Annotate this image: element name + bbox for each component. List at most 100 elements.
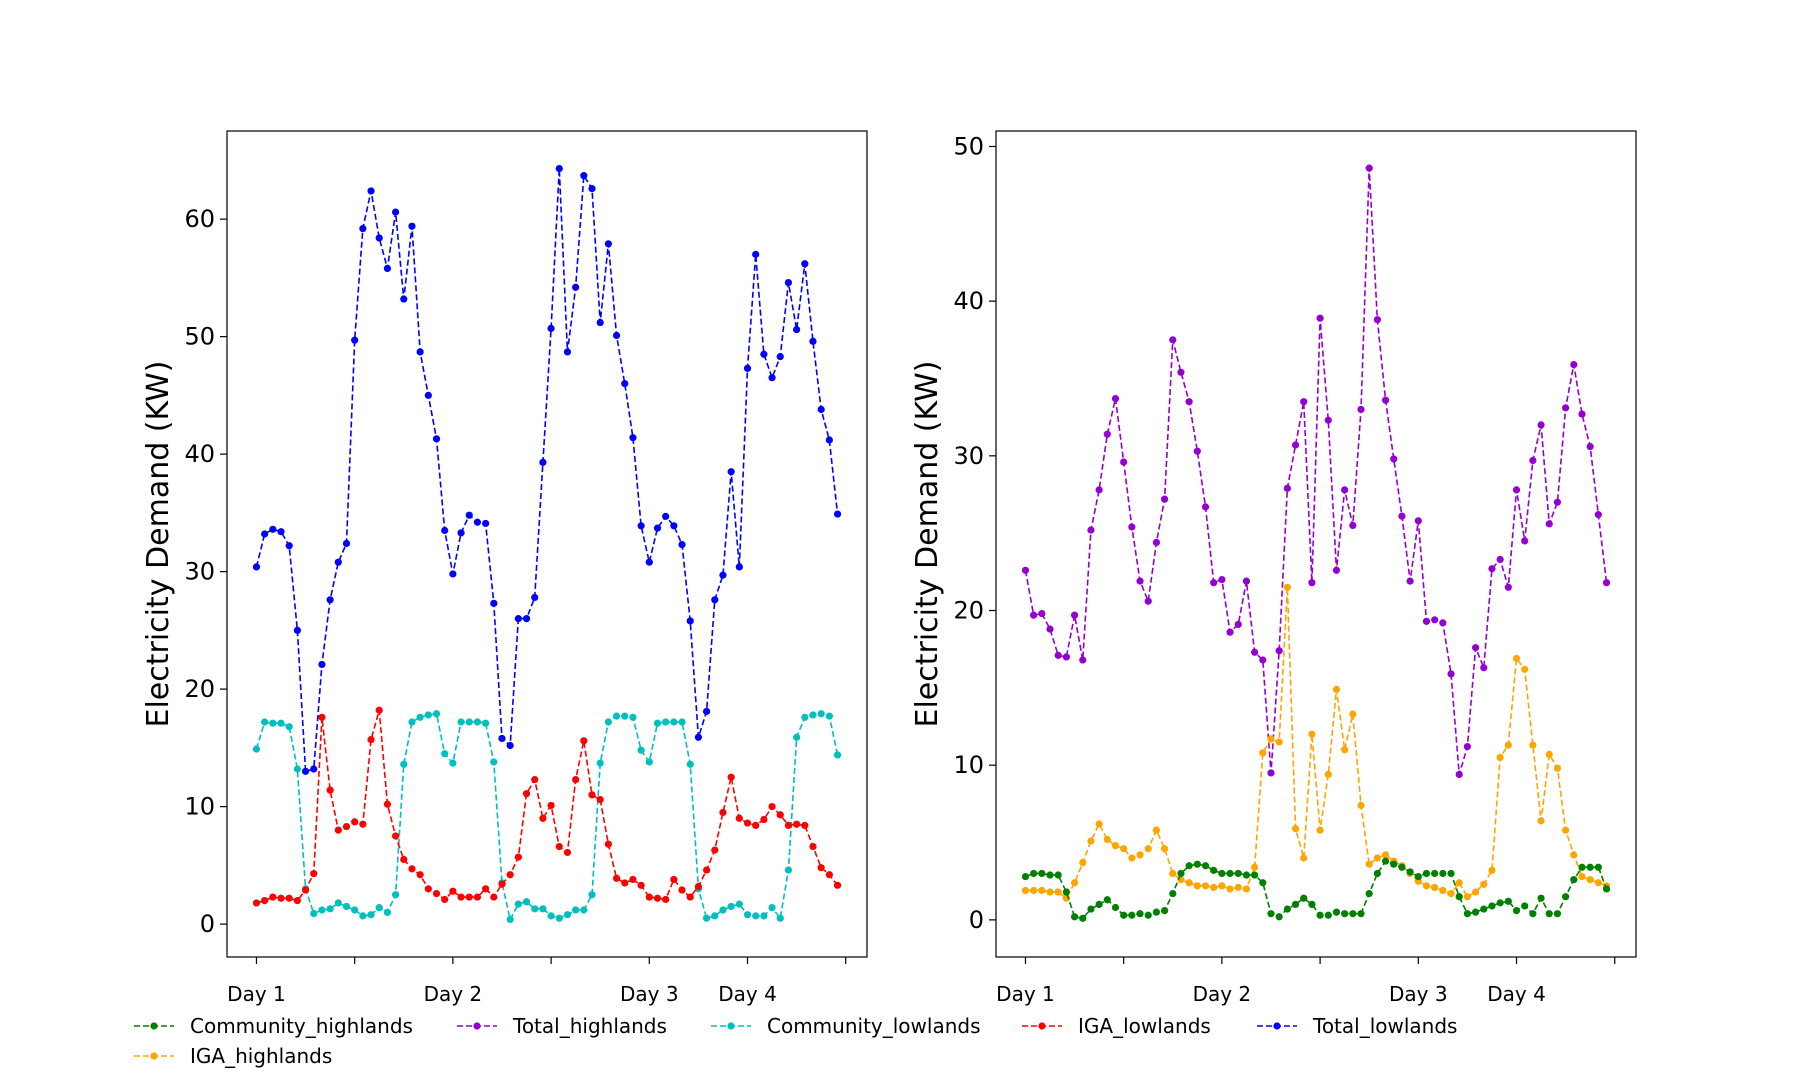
data-point: [752, 821, 760, 830]
data-point: [1054, 651, 1062, 659]
data-point: [1488, 565, 1496, 573]
data-point: [261, 530, 269, 538]
data-point: [1398, 863, 1406, 871]
data-point: [416, 871, 424, 879]
data-point: [1553, 910, 1562, 918]
data-point: [277, 894, 285, 902]
data-point: [1512, 486, 1521, 494]
data-point: [1169, 889, 1177, 898]
data-point: [670, 522, 678, 530]
data-point: [1521, 665, 1529, 673]
data-point: [1136, 577, 1144, 585]
data-point: [629, 434, 637, 442]
data-point: [269, 525, 277, 533]
data-point: [1504, 741, 1512, 749]
legend-marker: [473, 1022, 481, 1030]
data-point: [351, 818, 359, 826]
data-point: [293, 897, 301, 905]
legend-entry: IGA_highlands: [134, 1044, 332, 1068]
data-point: [522, 615, 531, 623]
data-point: [1431, 616, 1439, 624]
data-point: [359, 820, 367, 828]
data-point: [743, 364, 752, 372]
data-point: [1529, 910, 1537, 918]
data-point: [482, 719, 490, 727]
data-point: [1300, 854, 1308, 862]
data-point: [1291, 441, 1300, 449]
data-point: [1373, 869, 1381, 878]
data-point: [375, 706, 383, 714]
data-point: [1357, 801, 1365, 810]
data-point: [817, 710, 825, 718]
data-point: [1562, 826, 1570, 834]
data-point: [555, 842, 563, 851]
data-point: [768, 374, 776, 382]
data-point: [1455, 770, 1463, 779]
data-point: [784, 821, 793, 830]
legend-marker: [1273, 1022, 1281, 1030]
data-point: [833, 881, 842, 889]
data-point: [1193, 860, 1201, 868]
data-point: [580, 737, 588, 745]
data-point: [269, 893, 277, 901]
data-point: [825, 871, 833, 879]
data-point: [784, 278, 793, 287]
data-point: [1471, 908, 1480, 916]
data-point: [1111, 903, 1120, 912]
data-point: [1586, 876, 1594, 884]
data-point: [1545, 750, 1553, 758]
data-point: [506, 741, 514, 750]
data-point: [1251, 871, 1259, 879]
data-point: [776, 352, 784, 361]
data-point: [506, 915, 514, 924]
ytick-label: 50: [953, 132, 984, 160]
data-point: [621, 712, 629, 720]
data-point: [301, 767, 310, 775]
data-point: [604, 240, 612, 248]
data-point: [1578, 410, 1586, 418]
data-point: [1144, 597, 1152, 605]
data-point: [670, 875, 678, 884]
xtick-label: Day 1: [227, 982, 286, 1006]
data-point: [1357, 910, 1365, 918]
data-point: [596, 795, 604, 804]
data-point: [678, 718, 686, 726]
data-point: [383, 800, 392, 808]
data-point: [653, 894, 662, 902]
data-point: [490, 893, 498, 901]
data-point: [743, 819, 752, 827]
data-point: [694, 882, 703, 891]
data-point: [342, 902, 351, 911]
data-point: [1602, 579, 1611, 587]
data-point: [1234, 620, 1242, 629]
data-point: [1594, 863, 1602, 871]
data-point: [1111, 394, 1120, 403]
data-point: [1046, 888, 1054, 896]
data-point: [776, 811, 784, 819]
ytick-label: 20: [184, 675, 215, 703]
data-point: [1021, 872, 1030, 881]
data-point: [449, 570, 457, 578]
data-point: [310, 869, 318, 878]
data-point: [604, 718, 612, 726]
data-point: [662, 895, 670, 904]
data-point: [670, 718, 678, 726]
data-point: [1242, 577, 1251, 585]
data-point: [1439, 869, 1447, 878]
data-point: [572, 775, 580, 784]
data-point: [1341, 486, 1349, 494]
data-point: [809, 711, 817, 719]
series-line: [1025, 587, 1607, 900]
data-point: [735, 900, 743, 908]
data-point: [432, 435, 441, 443]
data-point: [1324, 770, 1332, 779]
data-point: [490, 599, 498, 607]
data-point: [735, 563, 743, 571]
data-point: [351, 906, 359, 914]
data-point: [490, 758, 498, 766]
data-point: [1275, 913, 1283, 921]
data-point: [1398, 512, 1406, 520]
series-total-lowlands: [252, 164, 842, 775]
data-point: [1087, 837, 1095, 845]
